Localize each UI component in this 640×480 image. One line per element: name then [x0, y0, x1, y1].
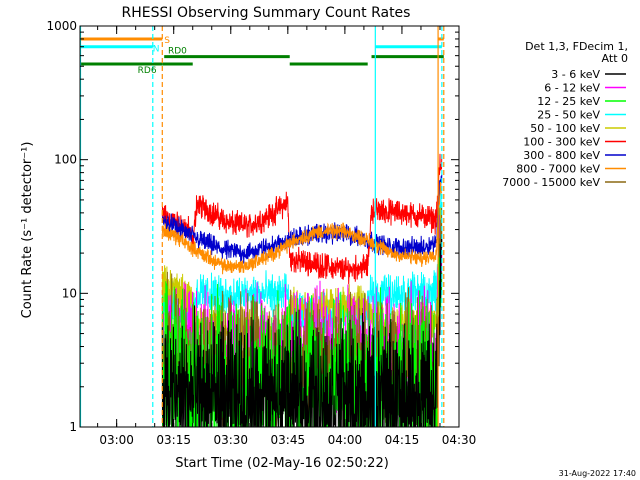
flag-label-n: N [153, 45, 160, 55]
y-tick-label: 100 [54, 153, 77, 167]
flag-label-s: S [164, 36, 170, 46]
series-line-25-50keV [161, 193, 443, 338]
legend-entry-label: 300 - 800 keV [523, 149, 600, 162]
x-tick-label: 03:15 [156, 433, 191, 447]
y-axis-label: Count Rate (s⁻¹ detector⁻¹) [20, 142, 35, 319]
legend-entry-label: 100 - 300 keV [523, 136, 600, 149]
plot-frame [79, 25, 460, 428]
legend-entry-label: 25 - 50 keV [537, 109, 600, 122]
series-line-50-100keV [161, 207, 443, 353]
x-tick-label: 04:00 [328, 433, 363, 447]
legend-entry-label: 6 - 12 keV [544, 82, 600, 95]
legend-entry-label: 12 - 25 keV [537, 95, 600, 108]
flag-label-rd0: RD0 [168, 47, 187, 57]
series-line-100-300keV [161, 153, 443, 285]
y-tick-label: 10 [62, 286, 77, 300]
x-tick-label: 03:00 [99, 433, 134, 447]
legend-entry-label: 3 - 6 keV [551, 68, 600, 81]
legend-header: Det 1,3, FDecim 1, [525, 40, 628, 53]
x-tick-label: 04:30 [442, 433, 477, 447]
y-tick-label: 1 [69, 420, 77, 434]
chart-title: RHESSI Observing Summary Count Rates [122, 5, 411, 21]
x-tick-label: 03:45 [271, 433, 306, 447]
series-line-800-7000keV [161, 182, 442, 275]
x-tick-label: 03:30 [213, 433, 248, 447]
x-tick-label: 04:15 [385, 433, 420, 447]
timestamp-footer: 31-Aug-2022 17:40 [559, 469, 636, 478]
series-line-3-6keV [161, 234, 443, 427]
legend-header: Att 0 [602, 52, 628, 65]
legend-entry-label: 800 - 7000 keV [516, 163, 600, 176]
y-tick-label: 1000 [46, 19, 77, 33]
legend-entry-label: 50 - 100 keV [530, 122, 600, 135]
legend-entry-label: 7000 - 15000 keV [502, 176, 600, 189]
flag-label-rd6: RD6 [138, 66, 157, 76]
x-axis-label: Start Time (02-May-16 02:50:22) [175, 456, 389, 471]
